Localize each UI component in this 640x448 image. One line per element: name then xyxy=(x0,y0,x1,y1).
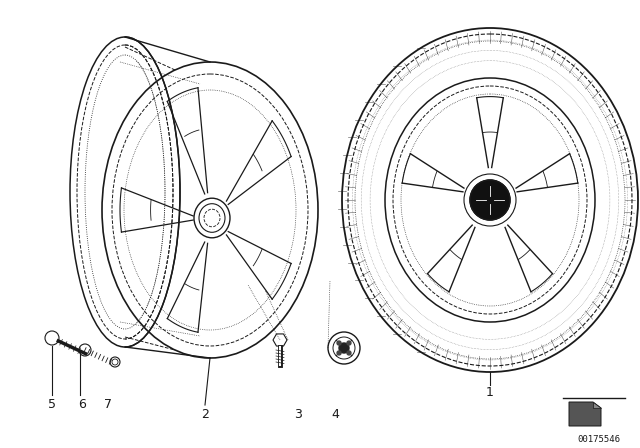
Polygon shape xyxy=(593,402,601,408)
Text: 00175546: 00175546 xyxy=(577,435,621,444)
Text: 7: 7 xyxy=(104,399,112,412)
Text: 3: 3 xyxy=(294,409,302,422)
Text: 4: 4 xyxy=(331,409,339,422)
Circle shape xyxy=(339,343,349,353)
Circle shape xyxy=(347,341,351,345)
Polygon shape xyxy=(569,402,601,426)
Text: 2: 2 xyxy=(201,409,209,422)
Circle shape xyxy=(470,180,510,220)
Text: 1: 1 xyxy=(486,385,494,399)
Circle shape xyxy=(347,351,351,355)
Circle shape xyxy=(337,351,341,355)
Circle shape xyxy=(337,341,341,345)
Text: 5: 5 xyxy=(48,399,56,412)
Text: 6: 6 xyxy=(78,399,86,412)
